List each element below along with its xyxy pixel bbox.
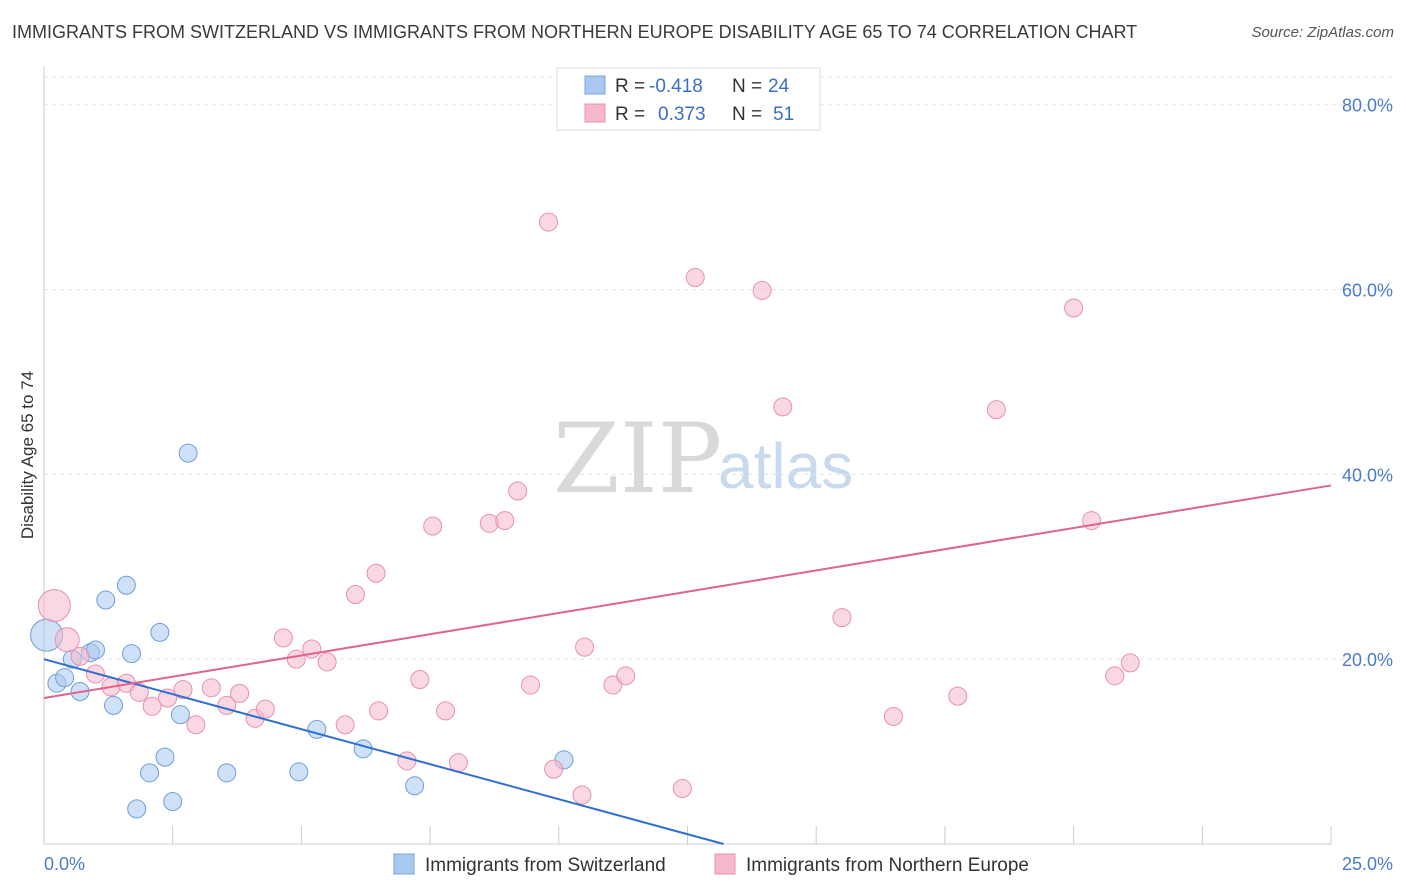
data-point bbox=[603, 675, 623, 695]
data-point bbox=[1064, 298, 1084, 318]
data-point bbox=[186, 715, 206, 735]
data-point bbox=[572, 785, 592, 805]
data-point bbox=[353, 739, 373, 759]
data-point bbox=[544, 759, 564, 779]
legend-n-label-2: N = bbox=[732, 104, 762, 125]
data-point bbox=[178, 443, 198, 463]
data-point bbox=[122, 644, 142, 664]
data-point bbox=[170, 705, 190, 725]
data-point bbox=[883, 706, 903, 726]
data-point bbox=[201, 678, 221, 698]
data-point bbox=[230, 683, 250, 703]
x-tick-label: 0.0% bbox=[44, 854, 85, 874]
grid bbox=[44, 76, 1395, 660]
data-point bbox=[423, 516, 443, 536]
axes: 20.0% 40.0% 60.0% 80.0% 0.0% 25.0% bbox=[43, 66, 1393, 874]
data-point bbox=[142, 696, 162, 716]
data-point bbox=[163, 791, 183, 811]
legend-n-label-1: N = bbox=[732, 76, 762, 97]
y-tick-label: 20.0% bbox=[1342, 650, 1393, 670]
data-point bbox=[317, 652, 337, 672]
x-tick-label: 25.0% bbox=[1342, 854, 1393, 874]
series-northern-europe bbox=[37, 212, 1140, 805]
data-point bbox=[773, 397, 793, 417]
bottom-legend-swatch-switzerland bbox=[393, 853, 415, 875]
data-point bbox=[54, 627, 80, 653]
watermark-atlas: atlas bbox=[718, 430, 853, 502]
data-point bbox=[508, 481, 528, 501]
data-point bbox=[116, 575, 136, 595]
data-point bbox=[150, 622, 170, 642]
data-point bbox=[1105, 666, 1125, 686]
chart-source: Source: ZipAtlas.com bbox=[1251, 24, 1394, 41]
data-point bbox=[410, 670, 430, 690]
data-point bbox=[37, 589, 71, 623]
data-point bbox=[96, 590, 116, 610]
bottom-legend-label-switzerland: Immigrants from Switzerland bbox=[425, 855, 666, 876]
y-axis-title: Disability Age 65 to 74 bbox=[18, 371, 37, 539]
data-point bbox=[273, 628, 293, 648]
watermark-zip: ZIP bbox=[553, 403, 722, 515]
legend-swatch-switzerland bbox=[584, 75, 606, 95]
data-point bbox=[520, 675, 540, 695]
bottom-legend: Immigrants from Switzerland Immigrants f… bbox=[393, 853, 1029, 876]
data-point bbox=[127, 799, 147, 819]
data-point bbox=[436, 701, 456, 721]
data-point bbox=[397, 751, 417, 771]
data-point bbox=[616, 666, 636, 686]
data-point bbox=[1120, 653, 1140, 673]
data-point bbox=[672, 779, 692, 799]
data-point bbox=[495, 511, 515, 531]
legend-swatch-northern-europe bbox=[584, 103, 606, 123]
data-point bbox=[448, 753, 468, 773]
bottom-legend-label-northern-europe: Immigrants from Northern Europe bbox=[746, 855, 1029, 876]
data-point bbox=[345, 584, 365, 604]
chart-title: IMMIGRANTS FROM SWITZERLAND VS IMMIGRANT… bbox=[12, 22, 1138, 42]
data-point bbox=[366, 563, 386, 583]
y-tick-label: 40.0% bbox=[1342, 465, 1393, 485]
data-point bbox=[752, 280, 772, 300]
data-point bbox=[575, 637, 595, 657]
data-point bbox=[539, 212, 559, 232]
data-point bbox=[286, 649, 306, 669]
trend-layer bbox=[43, 484, 1332, 845]
y-tick-label: 80.0% bbox=[1342, 96, 1393, 116]
data-point bbox=[217, 763, 237, 783]
data-point bbox=[369, 701, 389, 721]
data-point bbox=[335, 715, 355, 735]
data-point bbox=[129, 682, 149, 702]
trend-line-switzerland bbox=[43, 658, 724, 845]
legend-r-label-1: R = bbox=[615, 76, 645, 97]
series-layer bbox=[30, 212, 1140, 819]
data-point bbox=[255, 699, 275, 719]
y-tick-label: 60.0% bbox=[1342, 281, 1393, 301]
data-point bbox=[405, 776, 425, 796]
data-point bbox=[55, 668, 75, 688]
data-point bbox=[140, 763, 160, 783]
data-point bbox=[948, 686, 968, 706]
data-point bbox=[685, 268, 705, 288]
legend-r-value-2: 0.373 bbox=[658, 104, 706, 125]
data-point bbox=[289, 762, 309, 782]
trend-line-northern-europe bbox=[43, 484, 1332, 699]
legend-r-label-2: R = bbox=[615, 104, 645, 125]
data-point bbox=[479, 513, 499, 533]
legend-n-value-1: 24 bbox=[768, 76, 790, 97]
data-point bbox=[70, 646, 90, 666]
legend-n-value-2: 51 bbox=[773, 104, 794, 125]
bottom-legend-swatch-northern-europe bbox=[714, 853, 736, 875]
data-point bbox=[173, 680, 193, 700]
data-point bbox=[832, 608, 852, 628]
data-point bbox=[103, 695, 123, 715]
legend-r-value-1: -0.418 bbox=[649, 76, 703, 97]
series-switzerland bbox=[30, 443, 574, 819]
legend-box: R = -0.418 N = 24 R = 0.373 N = 51 bbox=[556, 67, 821, 131]
data-point bbox=[155, 747, 175, 767]
data-point bbox=[986, 400, 1006, 420]
